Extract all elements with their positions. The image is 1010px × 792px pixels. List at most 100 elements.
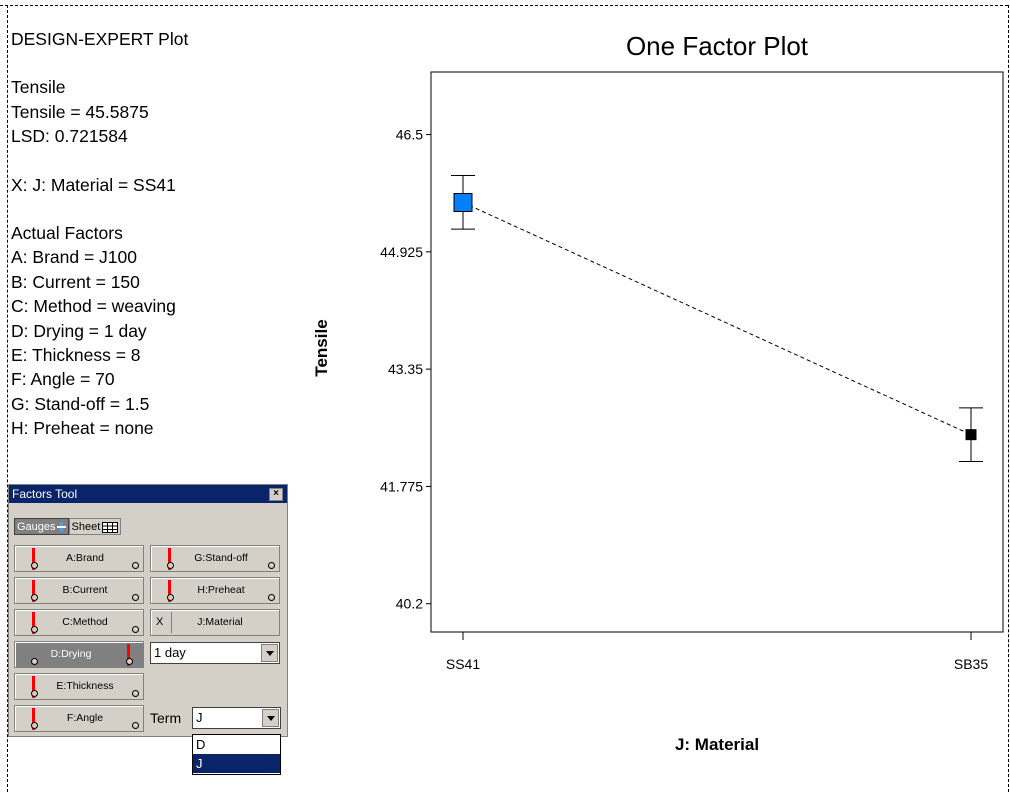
x-ticks: SS41 SB35 [446,632,988,672]
drying-level-value: 1 day [154,645,186,660]
gauge-e-slider[interactable] [32,676,35,698]
drying-level-select[interactable]: 1 day [150,642,280,664]
gauge-e-thickness[interactable]: E:Thickness [14,673,144,700]
series-line [462,202,972,436]
info-factor-g: G: Stand-off = 1.5 [11,393,150,414]
chart-title: One Factor Plot [626,31,809,61]
info-response: Tensile [11,77,66,98]
y-tick-label: 41.775 [380,478,423,494]
gauge-g-label: G:Stand-off [194,552,248,564]
gauge-a-knob[interactable] [31,562,38,569]
tab-gauges[interactable]: Gauges [14,518,69,535]
term-option-j[interactable]: J [193,754,280,773]
x-tick-label: SB35 [954,656,988,672]
frame-top-border [0,5,1008,6]
gauge-c-max-knob[interactable] [132,626,139,633]
info-lsd: LSD: 0.721584 [11,126,128,147]
y-tick-label: 40.2 [396,596,423,612]
gauge-j-label: J:Material [197,616,243,628]
y-ticks: 46.5 44.925 43.35 41.775 40.2 [380,127,431,612]
x-axis-factor-marker: X [156,616,164,628]
info-response-value: Tensile = 45.5875 [11,101,149,122]
chevron-down-icon[interactable] [261,644,278,662]
gauge-c-method[interactable]: C:Method [14,609,144,636]
gauge-a-slider[interactable] [32,548,35,570]
tab-sheet[interactable]: Sheet [68,518,122,535]
info-factor-c: C: Method = weaving [11,296,176,317]
y-axis-label: Tensile [312,319,331,376]
info-actual-factors-heading: Actual Factors [11,223,123,244]
gauge-f-label: F:Angle [66,712,104,724]
x-axis-label: J: Material [675,735,759,754]
gauge-b-slider[interactable] [32,580,35,602]
gauge-d-knob[interactable] [126,658,133,665]
gauge-j-material[interactable]: X J:Material [150,609,280,636]
tab-gauges-label: Gauges [17,521,56,533]
series-marks [451,175,983,462]
factors-tool-titlebar[interactable]: Factors Tool × [9,485,287,503]
gauge-d-slider[interactable] [127,644,130,666]
gauge-d-min-knob[interactable] [31,658,38,665]
gauge-c-label: C:Method [62,616,108,628]
info-factor-b: B: Current = 150 [11,271,140,292]
y-tick-label: 44.925 [380,244,423,260]
term-option-d[interactable]: D [196,737,206,752]
gauge-h-preheat[interactable]: H:Preheat [150,577,280,604]
info-factor-d: D: Drying = 1 day [11,320,147,341]
gauge-f-angle[interactable]: F:Angle [14,705,144,732]
gauge-j-separator [171,612,172,633]
gauge-g-standoff[interactable]: G:Stand-off [150,545,280,572]
gauge-f-knob[interactable] [31,722,38,729]
gauge-e-label: E:Thickness [56,680,114,692]
gauge-c-slider[interactable] [32,612,35,634]
info-factor-a: A: Brand = J100 [11,247,137,268]
gauge-f-slider[interactable] [32,708,35,730]
x-tick-label: SS41 [446,656,480,672]
plot-area [430,71,1004,633]
chevron-down-icon[interactable] [262,709,279,727]
y-tick-label: 43.35 [388,361,423,377]
plot-info-panel: DESIGN-EXPERT Plot Tensile Tensile = 45.… [11,27,188,441]
gauge-b-knob[interactable] [31,594,38,601]
gauge-d-label: D:Drying [50,648,92,660]
gauge-h-label: H:Preheat [197,584,245,596]
gauge-b-label: B:Current [62,584,108,596]
gauge-h-max-knob[interactable] [268,594,275,601]
tab-sheet-label: Sheet [71,521,101,533]
gauge-g-knob[interactable] [167,562,174,569]
gauge-h-slider[interactable] [168,580,171,602]
factors-tool-tabs: Gauges Sheet [14,518,122,536]
gauge-a-label: A:Brand [66,552,104,564]
info-heading: DESIGN-EXPERT Plot [11,29,189,49]
info-factor-h: H: Preheat = none [11,418,154,439]
frame-right-border [1008,5,1009,792]
gauge-h-knob[interactable] [167,594,174,601]
gauge-e-max-knob[interactable] [132,690,139,697]
gauge-a-brand[interactable]: A:Brand [14,545,144,572]
sheet-icon [102,521,119,533]
gauge-b-max-knob[interactable] [132,594,139,601]
gauge-g-slider[interactable] [168,548,171,570]
close-icon[interactable]: × [269,488,283,501]
gauge-e-knob[interactable] [31,690,38,697]
y-tick-label: 46.5 [396,127,423,143]
data-point-marker [453,193,473,213]
gauge-c-knob[interactable] [31,626,38,633]
gauge-g-max-knob[interactable] [268,562,275,569]
frame-left-border [7,5,8,792]
info-factor-f: F: Angle = 70 [11,369,115,390]
gauge-a-max-knob[interactable] [132,562,139,569]
gauge-d-drying[interactable]: D:Drying [14,641,144,668]
term-select[interactable]: J [192,707,281,729]
data-point-marker [965,429,977,441]
info-factor-e: E: Thickness = 8 [11,345,141,366]
term-dropdown-list: D J [192,734,281,775]
factors-tool-title: Factors Tool [12,487,78,501]
gauge-f-max-knob[interactable] [132,722,139,729]
term-label: Term [150,710,182,726]
gauges-icon [56,522,66,533]
gauge-b-current[interactable]: B:Current [14,577,144,604]
term-value: J [196,710,203,725]
info-x-factor: X: J: Material = SS41 [11,174,176,195]
